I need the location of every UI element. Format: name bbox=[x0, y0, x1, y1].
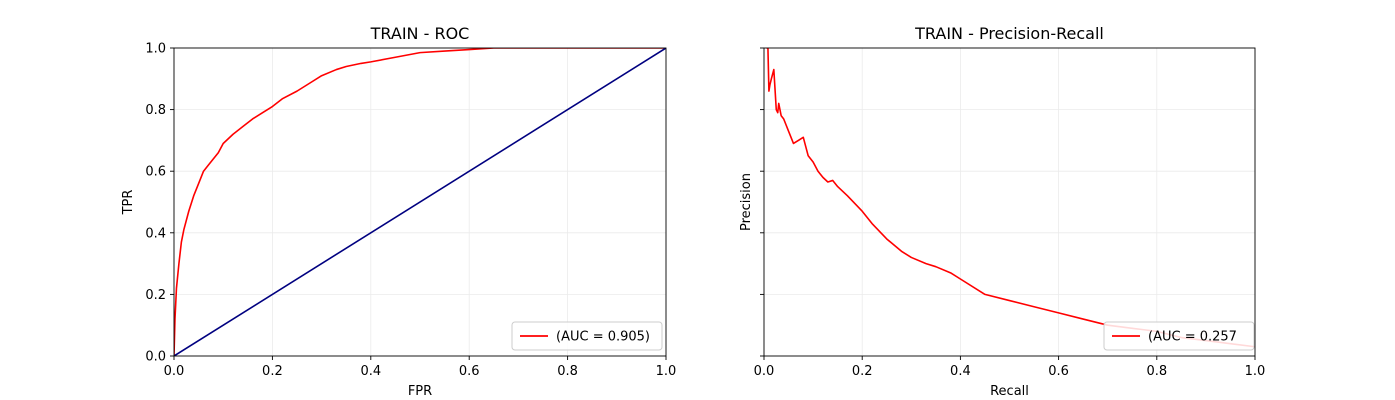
roc-x-tick-label: 0.6 bbox=[459, 364, 480, 379]
pr-x-tick-label: 1.0 bbox=[1245, 364, 1266, 379]
roc-series-line-1 bbox=[174, 48, 666, 356]
roc-x-tick-label: 0.0 bbox=[164, 364, 185, 379]
roc-chart-title: TRAIN - ROC bbox=[370, 24, 470, 43]
roc-y-tick-label: 1.0 bbox=[145, 42, 166, 57]
roc-series-line-0 bbox=[174, 48, 666, 356]
roc-x-tick-label: 0.8 bbox=[557, 364, 578, 379]
pr-x-tick-label: 0.6 bbox=[1048, 364, 1069, 379]
roc-x-tick-label: 0.4 bbox=[360, 364, 381, 379]
pr-x-tick-label: 0.4 bbox=[950, 364, 971, 379]
roc-axes-frame bbox=[173, 47, 667, 357]
roc-y-tick-label: 0.4 bbox=[145, 226, 166, 241]
roc-legend-box bbox=[511, 321, 663, 351]
pr-x-tick-label: 0.0 bbox=[754, 364, 775, 379]
pr-legend-box bbox=[1103, 321, 1255, 351]
roc-x-tick-label: 0.2 bbox=[262, 364, 283, 379]
pr-x-axis-label: Recall bbox=[990, 384, 1029, 399]
pr-series-line-0 bbox=[766, 48, 1255, 348]
roc-x-axis-label: FPR bbox=[408, 384, 432, 399]
pr-axes-frame bbox=[763, 47, 1256, 357]
pr-chart-title: TRAIN - Precision-Recall bbox=[914, 24, 1104, 43]
pr-panel: 0.0 0.2 0.4 0.6 0.8 1.0 TRAIN - Precision-Reca… bbox=[739, 24, 1265, 399]
roc-y-axis-label: TPR bbox=[121, 190, 136, 216]
pr-y-axis-label: Precision bbox=[739, 173, 754, 231]
roc-y-tick-label: 0.6 bbox=[145, 165, 166, 180]
roc-legend-label: (AUC = 0.905) bbox=[556, 330, 650, 345]
roc-panel: 0.0 0.2 0.4 0.6 0.8 1.0 0.0 0.2 0.4 0.6 0.8 1.0 TRAI… bbox=[121, 24, 676, 399]
roc-y-tick-label: 0.0 bbox=[145, 350, 166, 365]
roc-y-tick-label: 0.2 bbox=[145, 288, 166, 303]
pr-legend-label: (AUC = 0.257 bbox=[1148, 330, 1237, 345]
pr-x-tick-label: 0.2 bbox=[852, 364, 873, 379]
roc-y-tick-label: 0.8 bbox=[145, 103, 166, 118]
roc-x-tick-label: 1.0 bbox=[656, 364, 677, 379]
pr-x-tick-label: 0.8 bbox=[1146, 364, 1167, 379]
